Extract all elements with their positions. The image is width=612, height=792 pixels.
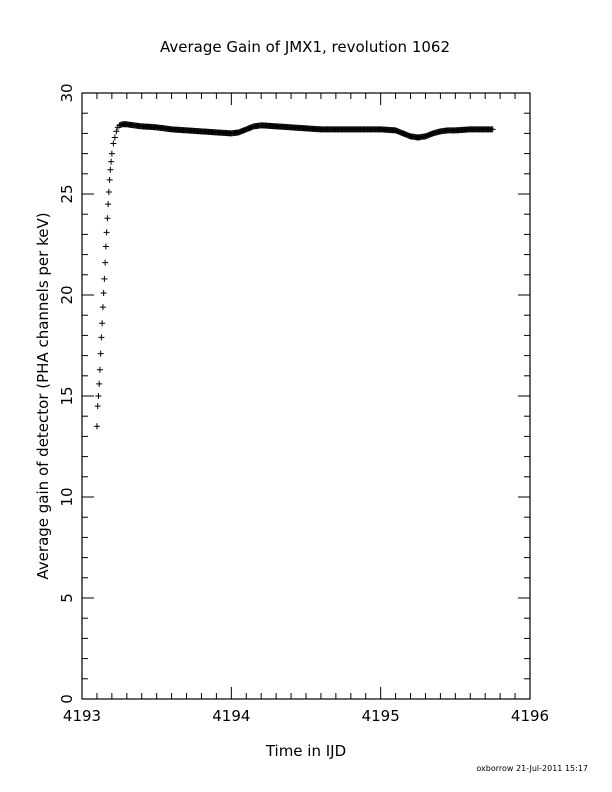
data-point (489, 126, 496, 133)
data-point (102, 243, 109, 250)
data-point (96, 366, 103, 373)
data-point (108, 158, 115, 165)
data-point (97, 350, 104, 357)
data-point (98, 334, 105, 341)
x-axis: 4193 4194 4195 4196 (63, 93, 549, 725)
footer-stamp: oxborrow 21-Jul-2011 15:17 (476, 764, 588, 773)
data-point (99, 304, 106, 311)
y-axis: 0 5 10 15 20 25 30 (58, 83, 530, 704)
y-tick-label: 10 (58, 487, 76, 506)
y-tick-label: 15 (58, 386, 76, 405)
y-tick-label: 0 (58, 694, 76, 704)
x-tick-label: 4196 (511, 707, 549, 725)
data-point (108, 150, 115, 157)
data-point (95, 393, 102, 399)
x-tick-label: 4194 (212, 707, 250, 725)
x-tick-label: 4195 (362, 707, 400, 725)
x-axis-label: Time in IJD (265, 742, 346, 760)
plot-frame (81, 92, 531, 700)
data-point (100, 289, 107, 296)
data-point (104, 215, 111, 222)
data-point (107, 166, 114, 173)
data-series (93, 121, 496, 430)
data-point (113, 128, 120, 135)
y-tick-label: 5 (58, 593, 76, 603)
data-point (105, 201, 112, 208)
data-point (102, 259, 109, 266)
data-point (103, 229, 110, 236)
data-point (96, 380, 103, 387)
y-tick-label: 25 (58, 184, 76, 203)
data-point (101, 275, 108, 282)
y-tick-label: 20 (58, 285, 76, 304)
data-point (99, 320, 106, 327)
x-tick-label: 4193 (63, 707, 101, 725)
chart-title: Average Gain of JMX1, revolution 1062 (160, 38, 450, 56)
data-point (106, 176, 113, 183)
y-axis-label: Average gain of detector (PHA channels p… (34, 212, 52, 579)
data-point (93, 423, 100, 430)
data-point (111, 134, 118, 141)
y-tick-label: 30 (58, 83, 76, 102)
data-point (110, 140, 117, 147)
data-point (105, 188, 112, 195)
data-point (94, 403, 101, 410)
